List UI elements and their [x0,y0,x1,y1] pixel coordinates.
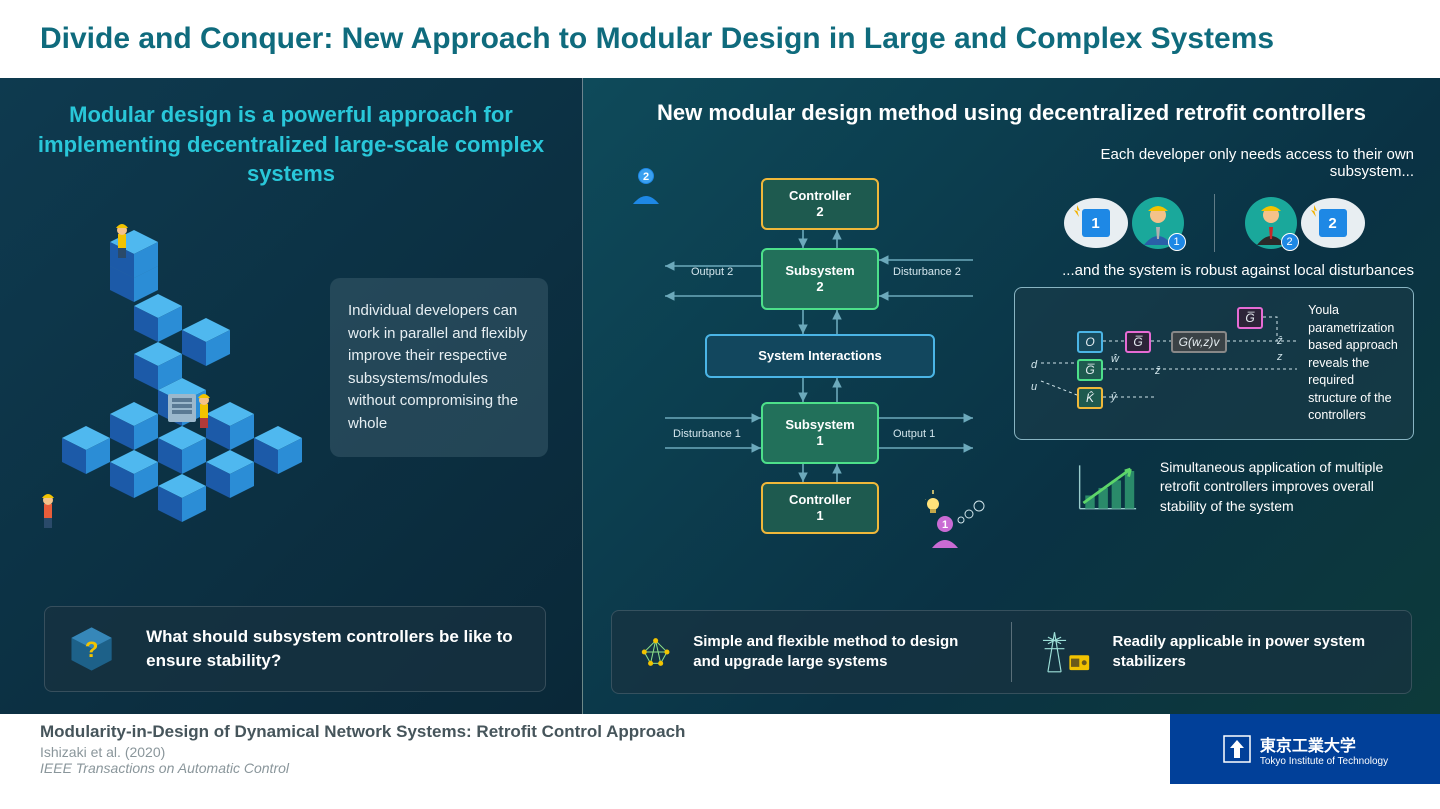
developer-1-icon: 1 [925,490,985,555]
controller-structure-box: OG̅K̂G̅G(w,z)vG̅ duŵẑŷẑz Youla parametri… [1014,287,1414,440]
dev-2-badge: 2 [1281,233,1299,251]
bubble-num-2: 2 [1319,209,1347,237]
bottom-right: Readily applicable in power system stabi… [1012,624,1411,680]
right-panel: New modular design method using decentra… [582,78,1440,714]
node-controller1: Controller1 [761,482,879,534]
youla-text: Youla parametrization based approach rev… [1308,302,1401,425]
page-title: Divide and Conquer: New Approach to Modu… [40,22,1274,55]
block-diagram: Controller2 Subsystem2 System Interactions… [613,148,1023,568]
logo-jp: 東京工業大学 [1260,732,1388,756]
stability-text: Simultaneous application of multiple ret… [1160,458,1414,517]
developer-1-avatar: 1 [1132,197,1184,249]
thought-bubble-2: 2 [1301,198,1365,248]
developer-row: 1 1 [1014,194,1414,252]
svg-text:1: 1 [942,519,948,531]
signal-label: u [1031,381,1037,393]
robust-text: ...and the system is robust against loca… [1014,262,1414,279]
question-cube-icon: ? [67,616,116,682]
question-text: What should subsystem controllers be lik… [146,625,523,673]
struct-block: G(w,z)v [1171,331,1227,353]
dev-1-badge: 1 [1168,233,1186,251]
node-subsystem2: Subsystem2 [761,248,879,310]
bubble-num-1: 1 [1082,209,1110,237]
signal-label: ŷ [1111,391,1117,403]
power-tower-icon [1038,624,1092,680]
signal-label: ẑ [1277,335,1283,347]
struct-block: G̅ [1237,307,1263,329]
struct-block: O [1077,331,1103,353]
network-icon [638,626,673,678]
developer-1-pair: 1 1 [1064,194,1184,252]
bottom-row: Simple and flexible method to design and… [611,610,1412,694]
svg-text:2: 2 [643,171,649,183]
diagram-label: Disturbance 1 [673,428,741,440]
signal-label: ŵ [1111,353,1119,365]
footer: Modularity-in-Design of Dynamical Networ… [0,714,1440,784]
info-box: Individual developers can work in parall… [330,278,548,457]
left-heading: Modular design is a powerful approach fo… [32,100,550,189]
stability-row: Simultaneous application of multiple ret… [1014,458,1414,517]
node-subsystem1: Subsystem1 [761,402,879,464]
developer-2-pair: 2 2 [1245,194,1365,252]
developer-2-avatar: 2 [1245,197,1297,249]
cube-illustration [32,218,332,548]
bottom-right-text: Readily applicable in power system stabi… [1112,632,1385,673]
svg-text:?: ? [85,637,99,662]
struct-block: G̅ [1077,359,1103,381]
struct-block: K̂ [1077,387,1103,409]
node-controller2: Controller2 [761,178,879,230]
thought-bubble-1: 1 [1064,198,1128,248]
subtitle-top: Each developer only needs access to thei… [1014,146,1414,180]
signal-label: d [1031,359,1037,371]
info-text: Individual developers can work in parall… [348,302,527,432]
struct-block: G̅ [1125,331,1151,353]
diagram-label: Disturbance 2 [893,266,961,278]
logo-en: Tokyo Institute of Technology [1260,756,1388,767]
diagram-label: Output 2 [691,266,733,278]
bottom-left: Simple and flexible method to design and… [612,626,1011,678]
right-heading: New modular design method using decentra… [611,100,1412,126]
left-panel: Modular design is a powerful approach fo… [0,78,582,714]
bottom-left-text: Simple and flexible method to design and… [693,632,985,673]
footer-logo: 東京工業大学 Tokyo Institute of Technology [1170,714,1440,784]
developer-2-icon: 2 [629,166,663,211]
question-box: ? What should subsystem controllers be l… [44,606,546,692]
stability-chart-icon [1074,460,1140,514]
side-area: Each developer only needs access to thei… [1014,138,1414,516]
signal-label: z [1277,351,1283,363]
header: Divide and Conquer: New Approach to Modu… [0,0,1440,78]
signal-label: ẑ [1155,365,1161,377]
controller-structure-diagram: OG̅K̂G̅G(w,z)vG̅ duŵẑŷẑz [1027,303,1296,423]
diagram-label: Output 1 [893,428,935,440]
node-interactions: System Interactions [705,334,935,378]
main-content: Modular design is a powerful approach fo… [0,78,1440,714]
